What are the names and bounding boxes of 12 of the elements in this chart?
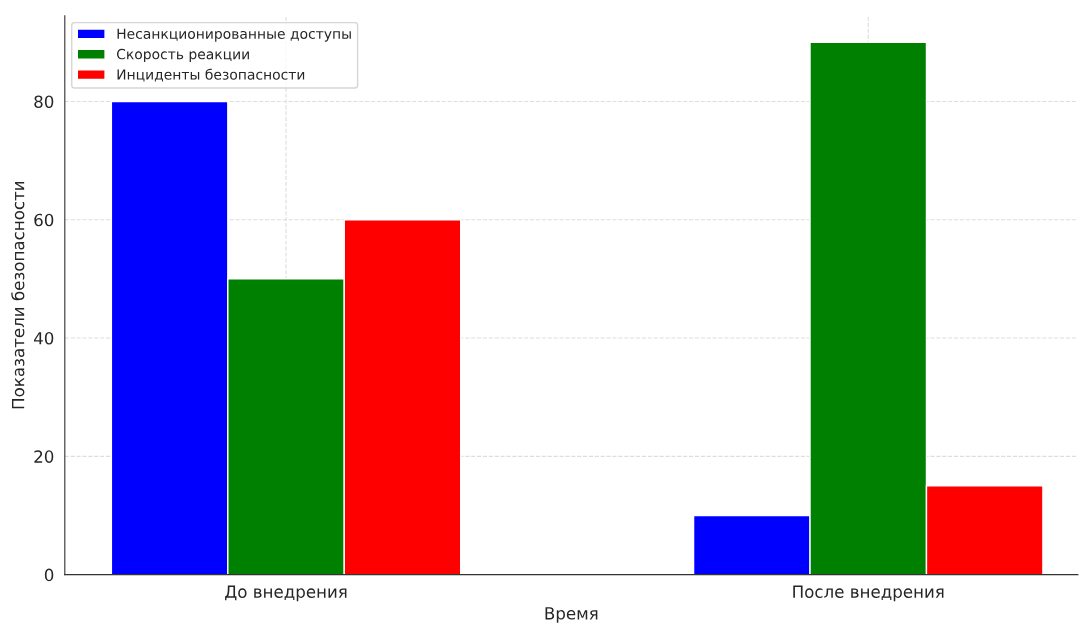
legend-label: Инциденты безопасности	[117, 68, 305, 82]
legend-label: Несанкционированные доступы	[117, 28, 351, 42]
y-axis-title: Показатели безопасности	[11, 181, 25, 409]
y-tick-label: 0	[44, 568, 54, 582]
x-axis-title: Время	[545, 607, 598, 623]
y-tick-label: 80	[34, 95, 54, 109]
y-tick-label: 40	[33, 332, 54, 345]
x-tick-label: После внедрения	[793, 585, 944, 602]
y-tick-label: 60	[34, 213, 54, 227]
y-tick-label: 20	[34, 450, 54, 463]
x-tick-label: До внедрения	[225, 585, 347, 602]
legend-label: Скорость реакции	[116, 48, 249, 63]
